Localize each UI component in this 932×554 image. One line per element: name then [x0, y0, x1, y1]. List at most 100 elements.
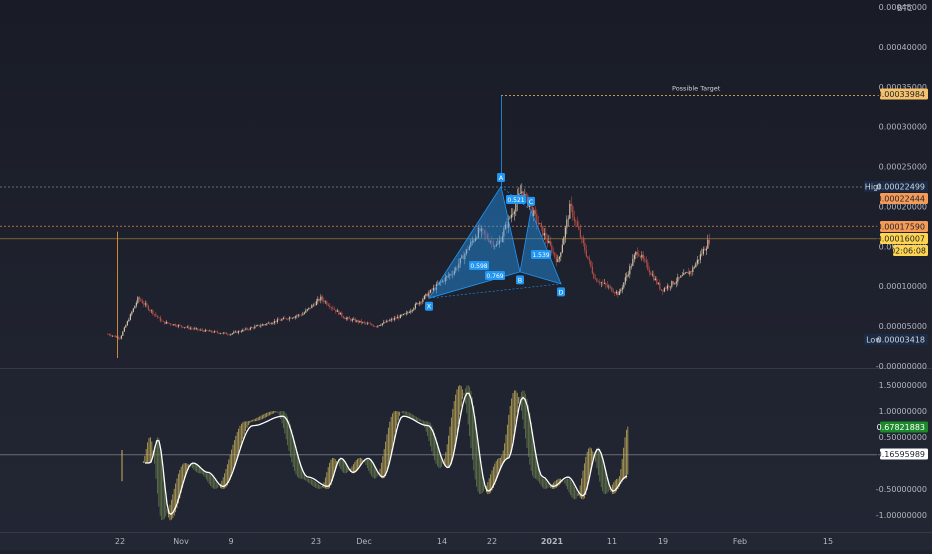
- candle: [498, 240, 500, 244]
- candle: [591, 266, 593, 274]
- candle: [131, 311, 133, 315]
- candle: [171, 324, 173, 326]
- candle: [299, 314, 301, 316]
- candle: [284, 317, 286, 319]
- candle: [221, 333, 223, 334]
- candle: [288, 317, 290, 320]
- candle: [486, 234, 488, 239]
- candle: [149, 309, 151, 311]
- candle: [470, 241, 472, 247]
- candle: [207, 330, 209, 332]
- price-axis[interactable]: 0.00045000 0.00040000 0.00035000 0.00030000…: [876, 3, 927, 520]
- candle: [684, 272, 686, 274]
- candle: [225, 332, 227, 335]
- price-pane[interactable]: [0, 0, 932, 368]
- candle: [363, 322, 365, 323]
- candle: [384, 321, 386, 323]
- candle: [180, 325, 182, 327]
- candle: [281, 319, 283, 321]
- candle: [218, 332, 220, 334]
- candle: [404, 313, 406, 315]
- osc-signal-text: 0.16595989: [877, 450, 925, 459]
- pattern-ratio-badge: [485, 271, 505, 280]
- candle: [294, 316, 296, 318]
- candle: [267, 322, 269, 324]
- candle: [239, 331, 241, 332]
- candle: [542, 225, 544, 236]
- candle: [618, 291, 620, 296]
- candle: [585, 250, 587, 257]
- candle: [464, 253, 466, 260]
- candle: [483, 230, 485, 234]
- candle: [374, 326, 376, 327]
- candle: [513, 211, 515, 214]
- candle: [572, 206, 574, 218]
- candle: [653, 274, 655, 281]
- candle: [197, 328, 199, 330]
- target-tag: [880, 88, 928, 100]
- pattern-point-c: [527, 196, 535, 206]
- price-axis-tick: 0.00045000: [879, 3, 927, 12]
- candle: [428, 292, 430, 297]
- candle: [170, 323, 172, 325]
- candle: [213, 331, 215, 333]
- candle: [704, 248, 706, 251]
- countdown-tag: [893, 245, 928, 256]
- candle: [642, 254, 644, 259]
- candle: [230, 334, 232, 335]
- candle: [219, 333, 221, 334]
- candle: [201, 329, 203, 331]
- time-axis[interactable]: 22 Nov 9 23 Dec 14 22 2021 11 19 Feb 15: [115, 537, 833, 546]
- candle: [602, 282, 604, 284]
- candle: [615, 291, 617, 294]
- time-axis-label: Feb: [733, 537, 747, 546]
- candle: [342, 316, 344, 318]
- candle: [603, 283, 605, 284]
- candle: [290, 317, 292, 319]
- candle: [494, 246, 496, 247]
- candle: [506, 224, 508, 228]
- candle: [554, 252, 556, 257]
- candle: [141, 300, 143, 304]
- price-axis-tick: 0.00005000: [879, 322, 927, 331]
- candle: [692, 267, 694, 272]
- harmonic-pattern[interactable]: X A B C D 0.598 0.769 0.521 1.539: [425, 173, 565, 311]
- candle: [206, 329, 208, 331]
- candle: [110, 335, 112, 336]
- pattern-point-b: [516, 275, 524, 285]
- candle: [558, 256, 560, 260]
- candle: [438, 282, 440, 285]
- candle: [648, 269, 650, 273]
- candle: [147, 305, 149, 310]
- candle: [312, 304, 314, 306]
- candle: [639, 256, 641, 258]
- time-axis-label: Dec: [356, 537, 371, 546]
- candle: [606, 284, 608, 287]
- candle: [198, 329, 200, 331]
- candle: [227, 334, 229, 335]
- price-axis-tick: 0.00020000: [879, 202, 927, 211]
- pattern-triangle-xab: [428, 185, 521, 299]
- candle: [456, 267, 458, 269]
- candle: [555, 256, 557, 262]
- candle: [564, 227, 566, 238]
- candle: [137, 297, 139, 303]
- candle: [426, 293, 428, 297]
- level-orange-2-text: 0.00017590: [877, 223, 925, 232]
- candle: [117, 336, 119, 339]
- candle: [539, 223, 541, 225]
- time-axis-label: 2021: [541, 537, 564, 546]
- candle: [477, 227, 479, 238]
- candle: [617, 291, 619, 296]
- candle: [600, 282, 602, 284]
- candle: [179, 324, 181, 326]
- pattern-ratio-label: 0.598: [470, 263, 487, 270]
- candle: [528, 205, 530, 207]
- candle: [686, 272, 688, 273]
- candle: [666, 285, 668, 289]
- candle: [395, 318, 397, 319]
- candle: [216, 331, 218, 333]
- candle: [536, 213, 538, 223]
